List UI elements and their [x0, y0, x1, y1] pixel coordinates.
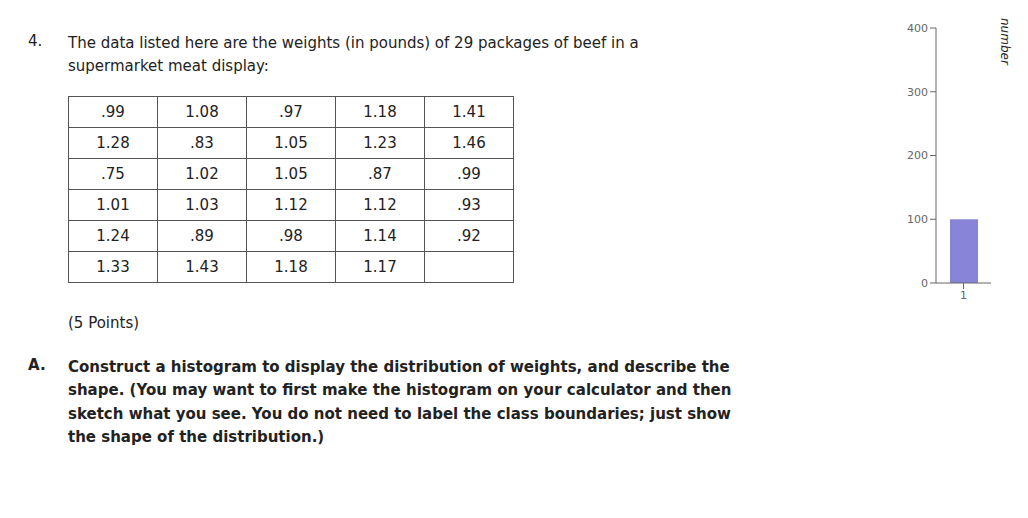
html-text:1.23: 1.23	[363, 134, 397, 152]
html-text:1.12: 1.12	[363, 196, 397, 214]
html-text:1.46: 1.46	[452, 134, 486, 152]
html-text:1.43: 1.43	[185, 258, 219, 276]
svg-text:300: 300	[907, 86, 928, 99]
html-text:1.05: 1.05	[274, 165, 308, 183]
html-text:1.01: 1.01	[96, 196, 130, 214]
svg-text:1: 1	[960, 289, 967, 302]
html-text:.99: .99	[457, 165, 481, 183]
html-text:.92: .92	[457, 227, 481, 245]
html-text:A.: A.	[28, 356, 46, 374]
html-text:1.14: 1.14	[363, 227, 397, 245]
html-text:1.18: 1.18	[363, 103, 397, 121]
html-text:1.03: 1.03	[185, 196, 219, 214]
svg-text:0: 0	[921, 277, 928, 290]
html-text:1.02: 1.02	[185, 165, 219, 183]
html-text:.99: .99	[101, 103, 125, 121]
html-text:1.28: 1.28	[96, 134, 130, 152]
html-text:Construct a histogram to displ: Construct a histogram to display the dis…	[68, 358, 732, 446]
html-text:.97: .97	[279, 103, 303, 121]
html-text:number: number	[998, 18, 1012, 65]
html-text:1.17: 1.17	[363, 258, 397, 276]
html-text:1.24: 1.24	[96, 227, 130, 245]
html-text:1.05: 1.05	[274, 134, 308, 152]
svg-text:400: 400	[907, 22, 928, 35]
html-text:.89: .89	[190, 227, 214, 245]
html-text:1.08: 1.08	[185, 103, 219, 121]
html-text:The data listed here are the w: The data listed here are the weights (in…	[68, 34, 639, 75]
html-text:4.: 4.	[28, 32, 43, 50]
html-text:1.33: 1.33	[96, 258, 130, 276]
html-text:1.12: 1.12	[274, 196, 308, 214]
html-text:.93: .93	[457, 196, 481, 214]
html-text:1.41: 1.41	[452, 103, 486, 121]
html-text:1.18: 1.18	[274, 258, 308, 276]
html-text:.75: .75	[101, 165, 125, 183]
html-text:.83: .83	[190, 134, 214, 152]
svg-text:200: 200	[907, 149, 928, 162]
html-text:(5 Points): (5 Points)	[68, 314, 140, 332]
html-text:.87: .87	[368, 165, 392, 183]
svg-text:100: 100	[907, 213, 928, 226]
html-text:.98: .98	[279, 227, 303, 245]
